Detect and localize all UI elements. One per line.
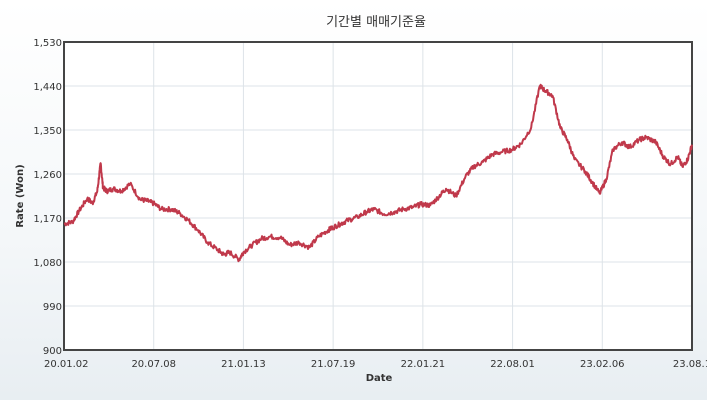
x-tick-label: 23.02.06 [580,359,625,370]
grid-lines [64,41,692,351]
x-axis-ticks: 20.01.02 20.07.08 21.01.13 21.07.19 22.01.21… [44,359,707,370]
x-tick-label: 22.01.21 [401,359,446,370]
chart-title: 기간별 매매기준율 [326,15,426,30]
series-line [63,83,693,263]
x-tick-label: 23.08.1 [673,359,707,370]
y-tick-label: 990 [43,302,62,313]
y-axis-ticks: 900 990 1,080 1,170 1,260 1,350 1,440 1,530 [33,38,62,357]
x-tick-label: 21.07.19 [311,359,356,370]
plot-area [64,42,692,350]
y-tick-label: 900 [43,346,62,357]
x-tick-label: 20.07.08 [131,359,176,370]
y-tick-label: 1,080 [33,258,62,269]
x-axis-label: Date [366,373,393,384]
plot-background [64,42,692,350]
y-tick-label: 1,170 [33,214,62,225]
x-tick-label: 22.08.01 [490,359,535,370]
y-axis-label: Rate (Won) [15,164,26,227]
y-tick-label: 1,530 [33,38,62,49]
series-layer [63,41,693,351]
y-tick-label: 1,350 [33,126,62,137]
y-tick-label: 1,260 [33,170,62,181]
x-tick-label: 20.01.02 [44,359,89,370]
plot-frame [63,41,693,351]
x-tick-label: 21.01.13 [221,359,266,370]
y-tick-label: 1,440 [33,82,62,93]
